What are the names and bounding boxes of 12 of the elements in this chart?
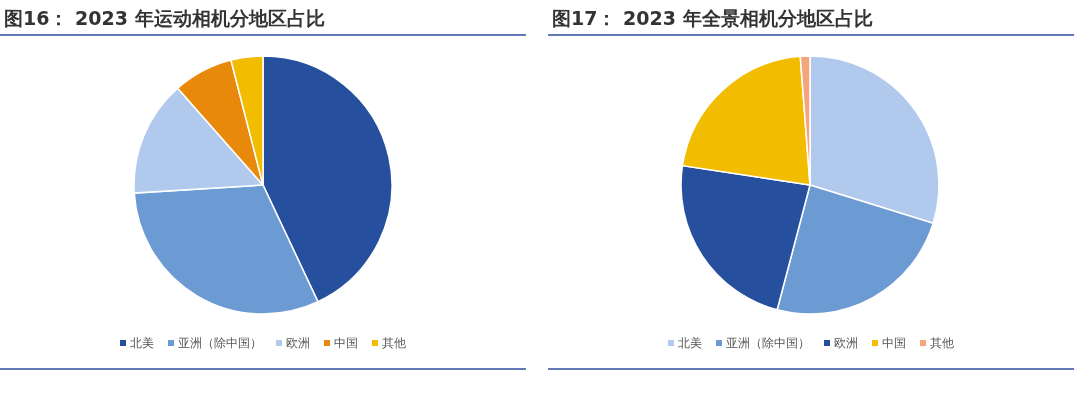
legend-label: 其他: [382, 336, 406, 350]
legend-label: 欧洲: [286, 336, 310, 350]
chart-title: 图17： 2023 年全景相机分地区占比: [552, 7, 873, 29]
legend-label: 北美: [678, 336, 702, 350]
legend-label: 中国: [334, 336, 358, 350]
legend-label: 亚洲（除中国）: [726, 336, 810, 350]
legend-label: 亚洲（除中国）: [178, 336, 262, 350]
legend-label: 其他: [930, 336, 954, 350]
legend-label: 中国: [882, 336, 906, 350]
chart-title: 图16： 2023 年运动相机分地区占比: [4, 7, 325, 29]
legend-label: 北美: [130, 336, 154, 350]
legend-label: 欧洲: [834, 336, 858, 350]
